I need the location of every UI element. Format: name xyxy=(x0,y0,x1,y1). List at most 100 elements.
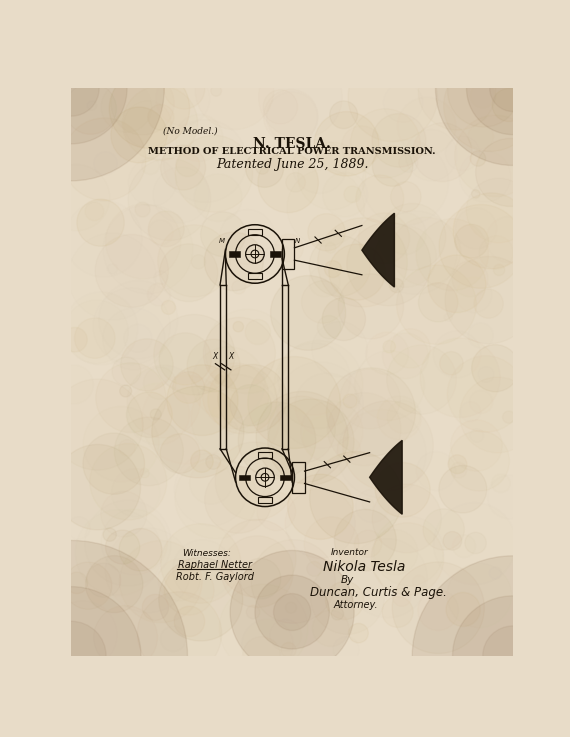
Circle shape xyxy=(309,266,340,297)
Circle shape xyxy=(150,409,161,420)
Circle shape xyxy=(176,114,223,161)
Circle shape xyxy=(375,463,430,517)
Bar xyxy=(248,273,262,279)
Circle shape xyxy=(490,66,536,111)
Circle shape xyxy=(187,339,240,392)
Text: Inventor: Inventor xyxy=(331,548,369,557)
Circle shape xyxy=(109,69,190,148)
Circle shape xyxy=(449,431,510,491)
Circle shape xyxy=(439,465,487,513)
Text: N: N xyxy=(295,238,300,244)
Circle shape xyxy=(351,109,420,178)
Circle shape xyxy=(86,556,143,612)
Circle shape xyxy=(64,292,138,365)
Circle shape xyxy=(142,375,231,464)
Circle shape xyxy=(164,565,214,615)
Circle shape xyxy=(453,535,475,558)
Bar xyxy=(239,475,250,480)
Text: Attorney.: Attorney. xyxy=(333,600,378,609)
Circle shape xyxy=(54,365,93,404)
Text: M: M xyxy=(219,238,225,244)
Circle shape xyxy=(274,593,311,631)
Circle shape xyxy=(443,531,462,550)
Circle shape xyxy=(471,189,480,198)
Circle shape xyxy=(470,391,492,413)
Circle shape xyxy=(446,593,481,626)
Circle shape xyxy=(397,265,477,344)
Circle shape xyxy=(167,365,238,436)
Circle shape xyxy=(288,474,353,539)
Bar xyxy=(292,462,304,493)
Circle shape xyxy=(15,33,127,144)
Circle shape xyxy=(470,151,486,167)
Bar xyxy=(258,497,272,503)
Circle shape xyxy=(111,107,167,163)
Circle shape xyxy=(475,139,544,206)
Circle shape xyxy=(389,279,404,293)
Circle shape xyxy=(349,624,368,643)
Text: Robt. F. Gaylord: Robt. F. Gaylord xyxy=(176,572,254,582)
Circle shape xyxy=(483,626,543,686)
Text: Witnesses:: Witnesses: xyxy=(182,549,231,558)
Circle shape xyxy=(444,313,453,321)
Circle shape xyxy=(413,576,425,588)
Text: X: X xyxy=(212,352,218,361)
Circle shape xyxy=(36,621,106,691)
Circle shape xyxy=(142,594,169,621)
Circle shape xyxy=(148,220,173,245)
Circle shape xyxy=(258,153,319,213)
Circle shape xyxy=(439,352,463,375)
Bar xyxy=(280,475,291,480)
Circle shape xyxy=(359,213,410,264)
Circle shape xyxy=(255,575,329,649)
Circle shape xyxy=(412,556,570,737)
Circle shape xyxy=(322,298,365,340)
Circle shape xyxy=(105,530,140,564)
Circle shape xyxy=(331,608,344,620)
Circle shape xyxy=(230,551,354,674)
Circle shape xyxy=(448,455,467,474)
Circle shape xyxy=(121,339,173,391)
Circle shape xyxy=(371,523,443,595)
Text: (No Model.): (No Model.) xyxy=(162,127,217,136)
Text: Raphael Netter: Raphael Netter xyxy=(178,560,252,570)
Circle shape xyxy=(0,540,188,737)
Circle shape xyxy=(447,55,520,127)
Circle shape xyxy=(428,255,486,312)
Circle shape xyxy=(335,509,396,571)
Circle shape xyxy=(439,205,523,288)
Circle shape xyxy=(471,345,519,392)
Circle shape xyxy=(120,385,132,397)
Circle shape xyxy=(324,261,341,278)
Circle shape xyxy=(295,373,360,437)
Circle shape xyxy=(268,399,354,485)
Text: By: By xyxy=(341,575,354,585)
Circle shape xyxy=(191,374,280,462)
Circle shape xyxy=(127,392,172,438)
Text: X: X xyxy=(229,352,234,361)
Circle shape xyxy=(77,199,124,246)
Circle shape xyxy=(491,474,510,492)
Circle shape xyxy=(301,401,363,463)
Circle shape xyxy=(164,69,205,109)
Circle shape xyxy=(190,462,233,504)
Circle shape xyxy=(314,111,379,176)
Circle shape xyxy=(191,450,213,472)
Text: Duncan, Curtis & Page.: Duncan, Curtis & Page. xyxy=(310,586,447,599)
Circle shape xyxy=(397,97,456,156)
Circle shape xyxy=(142,157,159,175)
Text: N. TESLA.: N. TESLA. xyxy=(253,137,331,151)
Circle shape xyxy=(230,385,271,426)
Bar xyxy=(248,228,262,235)
Bar xyxy=(229,251,240,256)
Circle shape xyxy=(310,452,402,544)
Circle shape xyxy=(152,386,244,478)
Circle shape xyxy=(233,321,243,332)
Circle shape xyxy=(329,101,357,129)
Circle shape xyxy=(323,172,368,217)
Circle shape xyxy=(83,433,145,495)
Circle shape xyxy=(383,340,396,353)
Circle shape xyxy=(159,558,243,641)
Circle shape xyxy=(267,91,317,142)
Bar xyxy=(258,452,272,458)
